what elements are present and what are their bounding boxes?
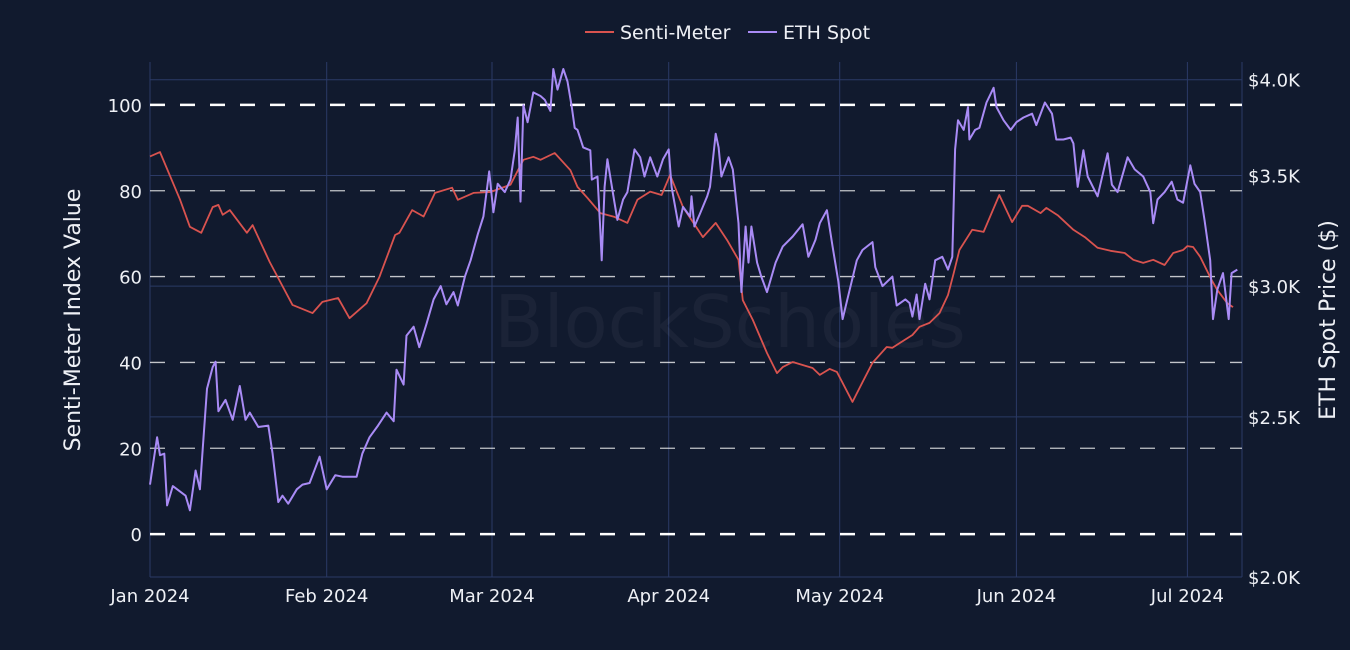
right-tick-label: $2.0K [1248,568,1301,589]
x-axis-ticks: Jan 2024 Feb 2024 Mar 2024 Apr 2024 May 2024… [109,586,1224,607]
left-tick-label: 100 [108,96,142,117]
left-tick-label: 80 [119,182,142,203]
left-tick-label: 20 [119,439,142,460]
grid [149,62,1243,578]
left-axis-ticks: 0 20 40 60 80 100 [108,96,142,546]
right-axis-title: ETH Spot Price ($) [1316,220,1341,420]
left-tick-label: 60 [119,268,142,289]
series-layer [149,68,1238,512]
x-tick-label: Mar 2024 [449,586,535,607]
left-tick-label: 0 [131,525,142,546]
x-tick-label: Jun 2024 [976,586,1057,607]
right-tick-label: $2.5K [1248,408,1301,429]
x-tick-label: Feb 2024 [285,586,368,607]
legend-item-eth-spot[interactable]: ETH Spot [748,22,870,44]
legend-label-eth-spot: ETH Spot [783,22,870,44]
series-line-eth-spot [149,68,1238,512]
left-tick-label: 40 [119,353,142,374]
legend: Senti-Meter ETH Spot [585,22,870,44]
right-tick-label: $4.0K [1248,71,1301,92]
watermark-logo: BlockScholes [494,280,966,364]
right-tick-label: $3.5K [1248,167,1301,188]
x-tick-label: Jul 2024 [1150,586,1224,607]
x-tick-label: Jan 2024 [109,586,189,607]
left-axis-title: Senti-Meter Index Value [61,189,86,452]
x-tick-label: Apr 2024 [627,586,710,607]
right-axis-ticks: $2.0K $2.5K $3.0K $3.5K $4.0K [1248,71,1301,589]
reference-lines [150,103,1242,536]
legend-item-senti-meter[interactable]: Senti-Meter [585,22,731,44]
right-tick-label: $3.0K [1248,277,1301,298]
x-tick-label: May 2024 [795,586,884,607]
series-line-senti-meter [149,151,1234,403]
legend-label-senti-meter: Senti-Meter [620,22,731,44]
